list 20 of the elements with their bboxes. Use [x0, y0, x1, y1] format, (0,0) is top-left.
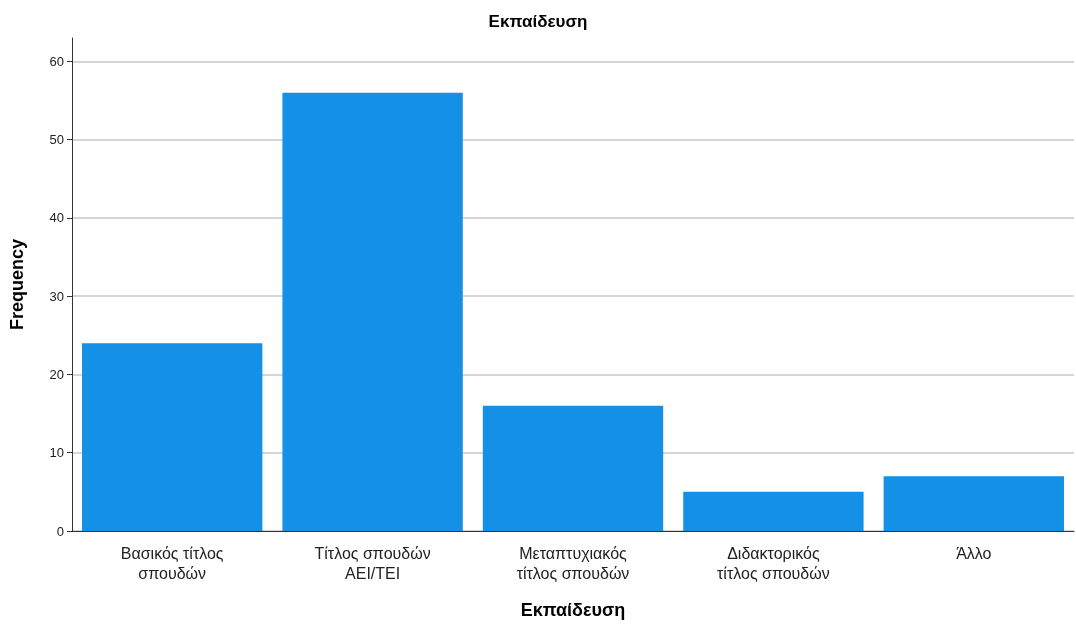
- x-tick-label: Διδακτορικός τίτλος σπουδών: [717, 544, 830, 582]
- x-tick-label: Μεταπτυχιακός τίτλος σπουδών: [516, 544, 630, 582]
- bar: [82, 343, 263, 531]
- x-tick-label: Βασικός τίτλος σπουδών: [120, 544, 224, 582]
- bar: [282, 92, 463, 531]
- y-tick-label: 30: [49, 288, 64, 304]
- chart-title: Εκπαίδευση: [488, 12, 588, 31]
- bar: [883, 476, 1064, 531]
- bar: [482, 405, 664, 531]
- y-tick-label: 10: [49, 445, 64, 461]
- y-tick-label: 50: [49, 132, 64, 148]
- y-tick-label: 0: [56, 523, 64, 539]
- y-axis-title: Frequency: [7, 238, 27, 331]
- bar: [683, 491, 864, 531]
- x-tick-label: Άλλο: [956, 544, 992, 562]
- y-tick-label: 40: [49, 210, 64, 226]
- x-tick-label: Τίτλος σπουδών ΑΕΙ/ΤΕΙ: [314, 544, 431, 582]
- y-tick-label: 20: [49, 366, 64, 382]
- x-axis-title: Εκπαίδευση: [520, 600, 626, 620]
- y-tick-label: 60: [49, 53, 64, 69]
